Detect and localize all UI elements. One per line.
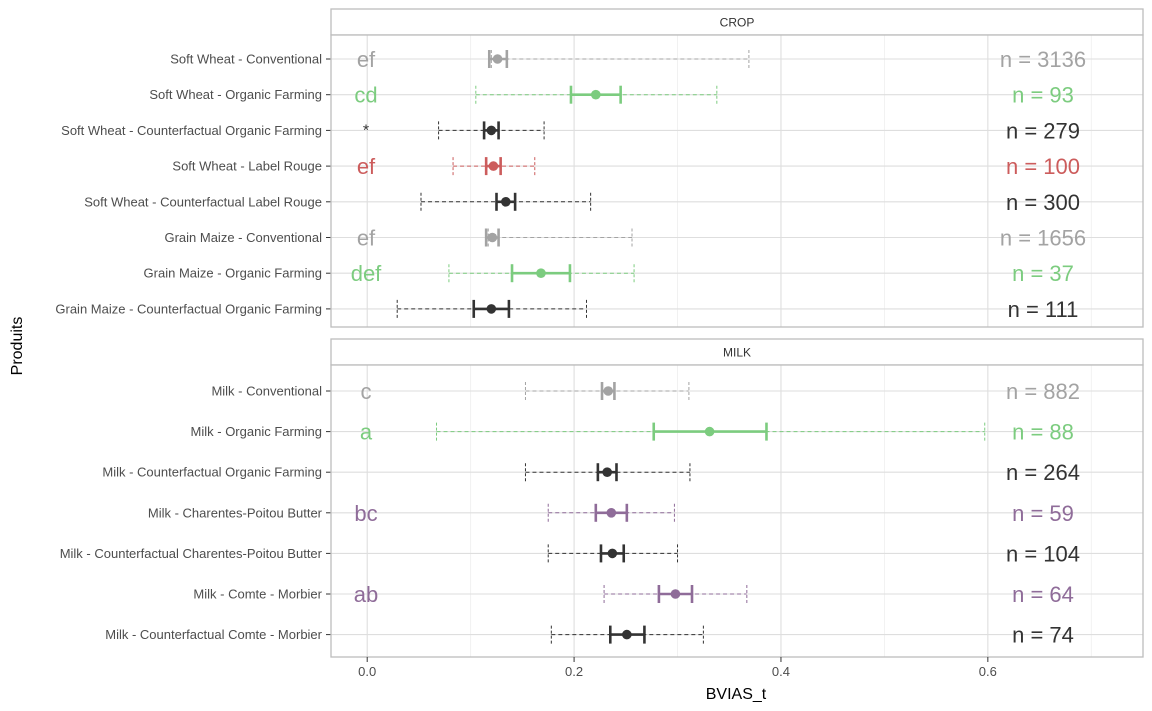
mean-point <box>606 508 617 518</box>
forest-row: Milk - Counterfactual Organic Farming n =… <box>102 460 1080 485</box>
facet-strip <box>330 8 1144 36</box>
mean-point <box>591 89 601 100</box>
n-label: n = 300 <box>1006 190 1080 215</box>
forest-row: Milk - Organic Farming a n = 88 <box>191 420 1074 445</box>
significance-letter: ef <box>357 154 376 179</box>
panel-border <box>330 34 1144 328</box>
significance-letter: ef <box>357 47 376 72</box>
y-tick-label: Soft Wheat - Counterfactual Label Rouge <box>84 194 322 209</box>
y-tick-label: Milk - Counterfactual Organic Farming <box>102 465 322 480</box>
forest-row: Soft Wheat - Conventional ef n = 3136 <box>170 47 1086 72</box>
n-label: n = 93 <box>1012 83 1074 108</box>
y-tick-label: Milk - Comte - Morbier <box>193 587 322 602</box>
n-label: n = 882 <box>1006 379 1080 404</box>
y-tick-label: Milk - Organic Farming <box>191 424 322 439</box>
mean-point <box>536 268 546 279</box>
n-label: n = 74 <box>1012 623 1074 648</box>
y-tick-label: Milk - Conventional <box>211 384 322 399</box>
facet-title: CROP <box>720 16 755 30</box>
n-label: n = 59 <box>1012 501 1074 526</box>
n-label: n = 100 <box>1006 154 1080 179</box>
mean-point <box>602 467 612 478</box>
mean-point <box>486 125 497 136</box>
panel-milk: MILK Milk - Conventional c n = 882 Milk - Or… <box>60 338 1144 658</box>
mean-point <box>487 232 498 243</box>
forest-row: Milk - Conventional c n = 882 <box>211 379 1080 404</box>
mean-point <box>670 589 681 599</box>
significance-letter: ef <box>357 226 376 251</box>
forest-row: Grain Maize - Counterfactual Organic Far… <box>55 297 1078 322</box>
forest-row: Milk - Counterfactual Charentes-Poitou B… <box>60 541 1080 566</box>
significance-letter: def <box>351 261 382 286</box>
facet-title: MILK <box>723 346 751 360</box>
mean-point <box>603 386 614 396</box>
n-label: n = 1656 <box>1000 226 1086 251</box>
x-tick-label: 0.6 <box>979 664 997 679</box>
forest-row: Milk - Comte - Morbier ab n = 64 <box>193 582 1073 607</box>
forest-row: Soft Wheat - Organic Farming cd n = 93 <box>149 83 1074 108</box>
n-label: n = 111 <box>1008 297 1079 322</box>
y-tick-label: Grain Maize - Organic Farming <box>144 266 322 281</box>
significance-letter: cd <box>354 83 377 108</box>
y-tick-label: Milk - Counterfactual Comte - Morbier <box>105 627 322 642</box>
significance-letter: bc <box>354 501 377 526</box>
forest-row: Grain Maize - Conventional ef n = 1656 <box>164 226 1086 251</box>
panel-background <box>331 365 1143 657</box>
mean-point <box>492 54 503 64</box>
x-axis-title: BVIAS_t <box>706 686 767 703</box>
forest-row: Soft Wheat - Counterfactual Label Rouge n… <box>84 190 1080 215</box>
y-axis-title: Produits <box>9 317 26 376</box>
n-label: n = 3136 <box>1000 47 1086 72</box>
x-tick-label: 0.2 <box>565 664 583 679</box>
n-label: n = 64 <box>1012 582 1074 607</box>
n-label: n = 264 <box>1006 460 1080 485</box>
n-label: n = 104 <box>1006 541 1080 566</box>
x-tick-label: 0.0 <box>358 664 376 679</box>
forest-row: Milk - Charentes-Poitou Butter bc n = 59 <box>148 501 1074 526</box>
n-label: n = 88 <box>1012 420 1074 445</box>
y-tick-label: Soft Wheat - Conventional <box>170 52 322 67</box>
facet-strip <box>330 338 1144 366</box>
significance-letter: * <box>363 122 369 139</box>
y-tick-label: Soft Wheat - Organic Farming <box>149 87 322 102</box>
y-tick-label: Grain Maize - Counterfactual Organic Far… <box>55 301 322 316</box>
forest-row: Grain Maize - Organic Farming def n = 37 <box>144 261 1074 286</box>
y-tick-label: Milk - Charentes-Poitou Butter <box>148 505 323 520</box>
forest-row: Soft Wheat - Counterfactual Organic Farm… <box>61 118 1080 143</box>
mean-point <box>501 197 511 207</box>
mean-point <box>704 426 715 437</box>
significance-letter: ab <box>354 582 378 607</box>
y-tick-label: Grain Maize - Conventional <box>164 230 322 245</box>
panel-border <box>330 364 1144 658</box>
mean-point <box>486 304 497 314</box>
n-label: n = 279 <box>1006 118 1080 143</box>
significance-letter: c <box>361 379 372 404</box>
y-tick-label: Soft Wheat - Counterfactual Organic Farm… <box>61 123 322 138</box>
forest-row: Soft Wheat - Label Rouge ef n = 100 <box>172 154 1080 179</box>
significance-letter: a <box>360 420 373 445</box>
n-label: n = 37 <box>1012 261 1074 286</box>
mean-point <box>622 629 632 640</box>
y-tick-label: Soft Wheat - Label Rouge <box>172 159 322 174</box>
x-axis: 0.0 0.2 0.4 0.6 <box>358 657 997 679</box>
mean-point <box>607 548 618 559</box>
x-tick-label: 0.4 <box>772 664 790 679</box>
mean-point <box>488 161 499 171</box>
y-tick-label: Milk - Counterfactual Charentes-Poitou B… <box>60 546 323 561</box>
forest-row: Milk - Counterfactual Comte - Morbier n =… <box>105 623 1074 648</box>
panel-background <box>331 35 1143 327</box>
